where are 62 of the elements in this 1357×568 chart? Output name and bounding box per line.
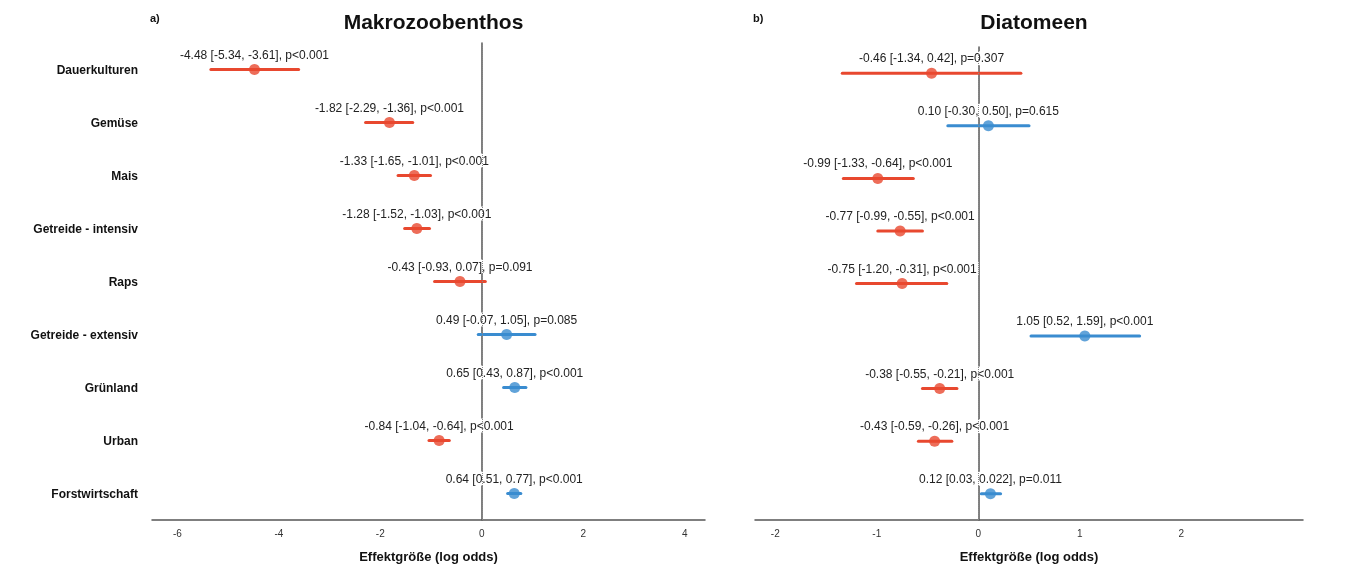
x-tick-label: 0	[478, 527, 485, 539]
x-tick-label: -1	[872, 527, 882, 539]
x-tick-label: -2	[770, 527, 781, 539]
data-label: 0.64 [0.51, 0.77], p<0.001	[445, 471, 584, 486]
y-tick-label: Grünland	[84, 380, 138, 395]
point	[408, 170, 420, 181]
chart-title: Diatomeen	[980, 10, 1088, 33]
point	[509, 382, 521, 393]
data-label: -0.99 [-1.33, -0.64], p<0.001	[803, 156, 953, 171]
point	[501, 329, 513, 340]
data-label: -0.75 [-1.20, -0.31], p<0.001	[827, 261, 978, 276]
x-tick-label: 2	[1178, 527, 1185, 539]
point	[248, 64, 260, 75]
y-tick-label: Gemüse	[90, 115, 139, 130]
x-axis-title: Effektgröße (log odds)	[359, 549, 498, 564]
data-label: -0.38 [-0.55, -0.21], p<0.001	[865, 366, 1015, 381]
data-label: 0.65 [0.43, 0.87], p<0.001	[446, 365, 584, 380]
data-label: -0.77 [-0.99, -0.55], p<0.001	[825, 208, 975, 223]
data-label: 1.05 [0.52, 1.59], p<0.001	[1016, 314, 1154, 329]
point	[984, 488, 996, 500]
y-tick-label: Mais	[111, 168, 139, 183]
data-label: -0.43 [-0.93, 0.07], p=0.091	[387, 259, 533, 274]
chart-title: Makrozoobenthos	[343, 10, 524, 33]
point	[934, 383, 946, 395]
data-label: -4.48 [-5.34, -3.61], p<0.001	[179, 47, 330, 62]
y-tick-label: Forstwirtschaft	[51, 486, 138, 501]
x-axis-title: Effektgröße (log odds)	[959, 549, 1099, 564]
data-label: -1.28 [-1.52, -1.03], p<0.001	[342, 206, 492, 221]
data-label: 0.49 [-0.07, 1.05], p=0.085	[436, 312, 578, 327]
point	[383, 117, 395, 128]
point	[926, 67, 938, 79]
x-tick-label: 0	[975, 527, 982, 539]
point	[929, 435, 941, 447]
point	[454, 276, 466, 287]
x-tick-label: -4	[274, 527, 284, 539]
point	[508, 488, 520, 499]
x-tick-label: 2	[580, 527, 587, 539]
point	[1079, 330, 1091, 342]
text: b)	[753, 11, 764, 24]
text: a)	[150, 11, 161, 24]
point	[872, 172, 884, 184]
point	[896, 278, 908, 289]
data-label: -0.43 [-0.59, -0.26], p<0.001	[860, 419, 1010, 434]
y-tick-label: Getreide - extensiv	[30, 327, 139, 342]
data-label: -0.84 [-1.04, -0.64], p<0.001	[364, 418, 515, 433]
data-label: -1.82 [-2.29, -1.36], p<0.001	[314, 100, 465, 115]
point	[433, 435, 445, 446]
data-label: 0.10 [-0.30, 0.50], p=0.615	[917, 103, 1060, 118]
y-tick-label: Getreide - intensiv	[33, 221, 139, 236]
x-tick-label: 1	[1076, 527, 1083, 539]
point	[982, 120, 994, 132]
x-tick-label: -2	[375, 527, 386, 539]
point	[894, 225, 906, 237]
x-tick-label: 4	[681, 527, 688, 539]
data-label: -1.33 [-1.65, -1.01], p<0.001	[339, 153, 490, 168]
y-tick-label: Raps	[108, 274, 139, 289]
y-tick-label: Urban	[103, 433, 138, 448]
y-tick-label: Dauerkulturen	[56, 62, 138, 77]
point	[411, 223, 423, 234]
data-label: -0.46 [-1.34, 0.42], p=0.307	[859, 51, 1005, 66]
data-label: 0.12 [0.03, 0.022], p=0.011	[918, 471, 1063, 486]
x-tick-label: -6	[172, 527, 183, 539]
